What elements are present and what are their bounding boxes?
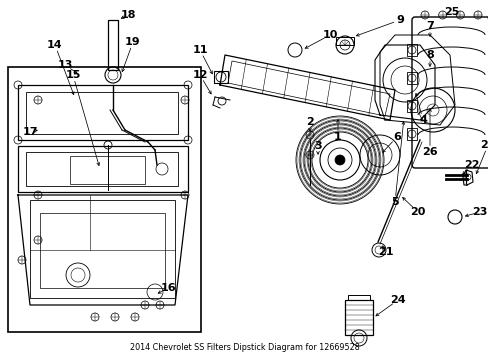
Bar — [30, 200, 175, 298]
Text: 14: 14 — [47, 40, 62, 50]
Bar — [335, 37, 353, 45]
Text: 23: 23 — [471, 207, 487, 217]
Text: 17: 17 — [22, 127, 38, 137]
Bar — [26, 92, 178, 134]
Bar — [347, 295, 369, 300]
Bar — [345, 300, 372, 335]
Bar — [18, 146, 187, 192]
Text: 19: 19 — [125, 37, 141, 47]
Text: 2: 2 — [305, 117, 313, 127]
Text: 18: 18 — [120, 10, 136, 20]
Circle shape — [334, 155, 345, 165]
Bar — [406, 44, 416, 56]
Text: 24: 24 — [389, 295, 405, 305]
Text: 13: 13 — [57, 60, 73, 70]
Text: 8: 8 — [425, 50, 433, 60]
Text: 20: 20 — [409, 207, 425, 217]
Bar — [406, 72, 416, 84]
Text: 10: 10 — [322, 30, 337, 40]
Text: 5: 5 — [390, 197, 398, 207]
Text: 3: 3 — [314, 141, 321, 151]
Bar — [406, 128, 416, 140]
Bar — [406, 100, 416, 112]
Bar — [8, 67, 201, 332]
Text: 6: 6 — [392, 132, 400, 142]
Bar — [108, 20, 118, 70]
Text: 7: 7 — [425, 21, 433, 31]
Text: 25: 25 — [444, 7, 459, 17]
Text: 12: 12 — [192, 70, 207, 80]
Bar — [214, 71, 227, 83]
Text: 1: 1 — [333, 132, 341, 142]
Text: 21: 21 — [378, 247, 393, 257]
Text: 4: 4 — [418, 115, 426, 125]
Text: 27: 27 — [479, 140, 488, 150]
Text: 26: 26 — [421, 147, 437, 157]
Bar — [26, 152, 178, 186]
Text: 22: 22 — [463, 160, 479, 170]
Text: 16: 16 — [160, 283, 176, 293]
Text: 11: 11 — [192, 45, 207, 55]
Bar — [70, 156, 145, 184]
Text: 9: 9 — [395, 15, 403, 25]
Text: 15: 15 — [65, 70, 81, 80]
Bar — [18, 85, 187, 140]
Text: 2014 Chevrolet SS Filters Dipstick Diagram for 12669528: 2014 Chevrolet SS Filters Dipstick Diagr… — [129, 343, 359, 352]
Bar — [40, 213, 164, 288]
